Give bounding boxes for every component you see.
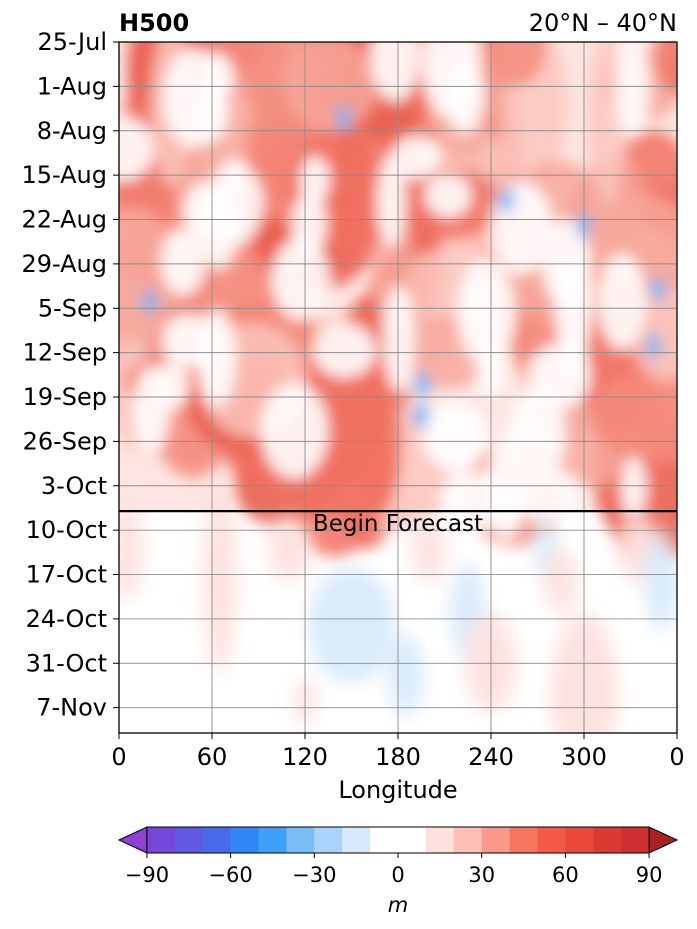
colorbar-segment [314, 827, 343, 853]
colorbar-tick-label: 60 [552, 863, 579, 887]
colorbar-extend-max [648, 826, 679, 854]
y-tick-label: 12-Sep [23, 339, 107, 367]
colorbar-tick-label: 0 [391, 863, 404, 887]
y-tick-label: 5-Sep [38, 294, 107, 322]
colorbar-segment [425, 827, 455, 853]
x-tick-label: 60 [197, 743, 228, 771]
x-tick-label: 300 [561, 743, 607, 771]
colorbar-extend-min [117, 826, 148, 854]
colorbar-segment [342, 827, 371, 853]
y-tick-label: 15-Aug [21, 161, 107, 189]
colorbar-segment [565, 827, 594, 853]
region-label: 20°N – 40°N [529, 9, 677, 37]
colorbar-tick-label: −60 [208, 863, 252, 887]
colorbar-segment [481, 827, 511, 853]
y-tick-label: 26-Sep [23, 427, 107, 455]
y-tick-label: 17-Oct [26, 561, 107, 589]
chart-title: H500 [119, 9, 189, 37]
colorbar-segment [174, 827, 204, 853]
colorbar-segment [593, 827, 622, 853]
y-axis: 25-Jul 1-Aug 8-Aug 15-Aug 22-Aug 29-Aug 5-Sep 1… [21, 28, 119, 722]
begin-forecast-annotation: Begin Forecast [313, 511, 483, 537]
colorbar-segment [537, 827, 566, 853]
x-tick-label: 0 [111, 743, 126, 771]
colorbar-segment [453, 827, 483, 853]
colorbar-segment [202, 827, 232, 853]
y-tick-label: 25-Jul [38, 28, 108, 56]
y-tick-label: 31-Oct [26, 649, 107, 677]
colorbar-segment [146, 827, 176, 853]
y-tick-label: 24-Oct [26, 605, 107, 633]
colorbar-tick-label: 90 [636, 863, 663, 887]
x-tick-label: 180 [375, 743, 421, 771]
colorbar-segment [258, 827, 287, 853]
colorbar: −90 −60 −30 0 30 60 90 [117, 826, 679, 887]
colorbar-tick-label: −30 [292, 863, 336, 887]
x-tick-label: 120 [282, 743, 328, 771]
y-tick-label: 3-Oct [41, 472, 107, 500]
colorbar-segment [621, 827, 650, 853]
y-tick-label: 1-Aug [37, 72, 107, 100]
colorbar-segment [286, 827, 315, 853]
colorbar-tick-label: 30 [468, 863, 495, 887]
y-tick-label: 19-Sep [23, 383, 107, 411]
colorbar-tick-label: −90 [125, 863, 169, 887]
colorbar-segment [509, 827, 538, 853]
x-axis-label: Longitude [338, 776, 457, 804]
y-tick-label: 29-Aug [21, 250, 107, 278]
y-tick-label: 7-Nov [36, 694, 107, 722]
y-tick-label: 10-Oct [26, 516, 107, 544]
x-tick-label: 240 [468, 743, 514, 771]
colorbar-segment [230, 827, 259, 853]
x-tick-label: 0 [669, 743, 684, 771]
y-tick-label: 22-Aug [21, 206, 107, 234]
y-tick-label: 8-Aug [37, 117, 107, 145]
colorbar-unit-label: m [388, 893, 408, 917]
colorbar-segment [370, 827, 427, 853]
x-axis: 0 60 120 180 240 300 0 [111, 733, 685, 771]
